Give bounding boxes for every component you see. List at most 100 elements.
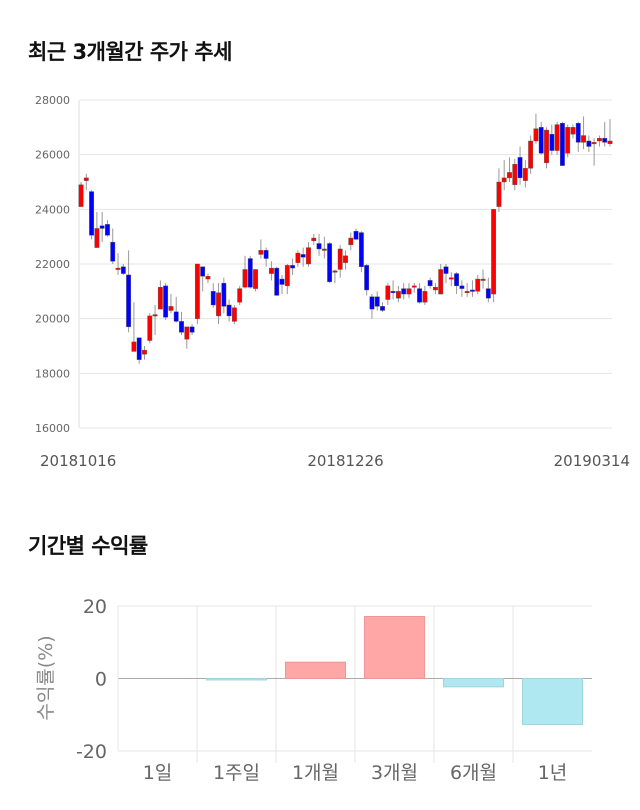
- candle-body: [443, 266, 449, 274]
- candle-body: [485, 288, 491, 299]
- candle-body: [78, 184, 84, 207]
- candle-body: [290, 265, 295, 269]
- candle-body: [232, 307, 237, 322]
- candle-body: [194, 263, 200, 319]
- candle-body: [179, 321, 184, 333]
- candle-body: [565, 127, 571, 154]
- candle-body: [390, 291, 396, 294]
- candle-body: [120, 266, 126, 274]
- x-tick-label: 1개월: [292, 762, 339, 784]
- candle-body: [522, 168, 528, 181]
- candle-body: [163, 285, 169, 318]
- x-tick-label: 20190314: [554, 452, 630, 470]
- candle-body: [491, 209, 497, 295]
- candle-body: [147, 315, 153, 341]
- bar-6개월: [442, 678, 505, 688]
- candle-body: [411, 285, 417, 288]
- candle-body: [454, 273, 459, 287]
- candle-body: [83, 177, 89, 181]
- bar-1개월: [284, 661, 347, 679]
- candle-body: [544, 129, 549, 164]
- bar-1년: [521, 678, 584, 726]
- candle-body: [369, 296, 375, 310]
- candle-body: [496, 181, 502, 207]
- candle-body: [184, 326, 190, 340]
- y-tick-label: 24000: [35, 203, 70, 216]
- candle-body: [464, 291, 470, 294]
- candle-body: [459, 285, 465, 289]
- candle-body: [210, 291, 216, 306]
- candle-body: [110, 241, 116, 262]
- candle-body: [517, 157, 523, 179]
- candle-body: [337, 248, 343, 270]
- candle-body: [173, 311, 179, 322]
- candle-body: [591, 142, 597, 145]
- candle-body: [316, 243, 322, 250]
- candle-body: [348, 237, 354, 246]
- candle-body: [263, 250, 269, 259]
- candle-body: [321, 248, 327, 251]
- x-tick-label: 6개월: [450, 762, 497, 784]
- candle-body: [480, 278, 486, 281]
- candle-body: [549, 133, 555, 151]
- period-return-title: 기간별 수익률: [28, 534, 148, 558]
- y-tick-label: 26000: [35, 149, 70, 162]
- y-tick-label: 0: [95, 669, 107, 691]
- candle-body: [253, 269, 258, 289]
- candle-body: [89, 191, 94, 236]
- x-tick-label: 1년: [538, 762, 568, 784]
- candle-body: [200, 266, 206, 277]
- candle-body: [475, 278, 481, 292]
- candle-body: [258, 250, 264, 255]
- candle-body: [205, 276, 211, 280]
- candle-body: [247, 258, 253, 288]
- candle-body: [364, 265, 370, 291]
- y-axis-label: 수익률(%): [35, 635, 57, 720]
- candle-body: [269, 267, 274, 274]
- x-tick-label: 20181226: [307, 452, 383, 470]
- candle-body: [105, 224, 110, 236]
- bar-3개월: [363, 616, 426, 680]
- candle-body: [306, 247, 311, 265]
- candle-body: [401, 288, 407, 295]
- candle-body: [332, 270, 338, 273]
- x-tick-label: 3개월: [371, 762, 418, 784]
- y-tick-label: 20: [83, 596, 107, 618]
- candle-body: [438, 269, 444, 295]
- candle-body: [586, 140, 592, 147]
- candle-body: [581, 135, 586, 143]
- candle-body: [136, 337, 142, 360]
- candle-body: [242, 269, 248, 288]
- candle-body: [433, 287, 438, 291]
- candle-body: [358, 232, 364, 267]
- candle-body: [559, 123, 565, 166]
- bar-1주일: [205, 678, 268, 681]
- candle-body: [327, 243, 333, 282]
- stock-trend-title: 최근 3개월간 주가 추세: [28, 40, 232, 64]
- candle-body: [189, 326, 195, 333]
- candle-body: [115, 267, 121, 270]
- y-tick-label: 18000: [35, 367, 70, 380]
- candle-body: [406, 288, 412, 295]
- candle-body: [538, 127, 544, 154]
- candle-body: [295, 252, 301, 263]
- candle-body: [570, 127, 576, 135]
- candle-body: [274, 267, 280, 296]
- y-tick-label: 28000: [35, 94, 70, 107]
- candlestick-chart: 28000 26000 24000 22000 20000 18000 16000 20181…: [35, 94, 630, 470]
- candle-body: [226, 304, 232, 317]
- candle-body: [575, 123, 581, 143]
- candle-body: [501, 177, 507, 183]
- candle-body: [142, 349, 147, 355]
- candle-body: [131, 341, 137, 352]
- candle-body: [157, 287, 163, 310]
- candle-body: [216, 292, 221, 317]
- x-tick-label: 1일: [143, 762, 173, 784]
- candle-body: [427, 280, 433, 287]
- candle-body: [507, 172, 512, 179]
- candle-body: [470, 289, 475, 292]
- candle-body: [300, 254, 306, 258]
- candle-body: [353, 230, 359, 240]
- candle-body: [448, 277, 454, 280]
